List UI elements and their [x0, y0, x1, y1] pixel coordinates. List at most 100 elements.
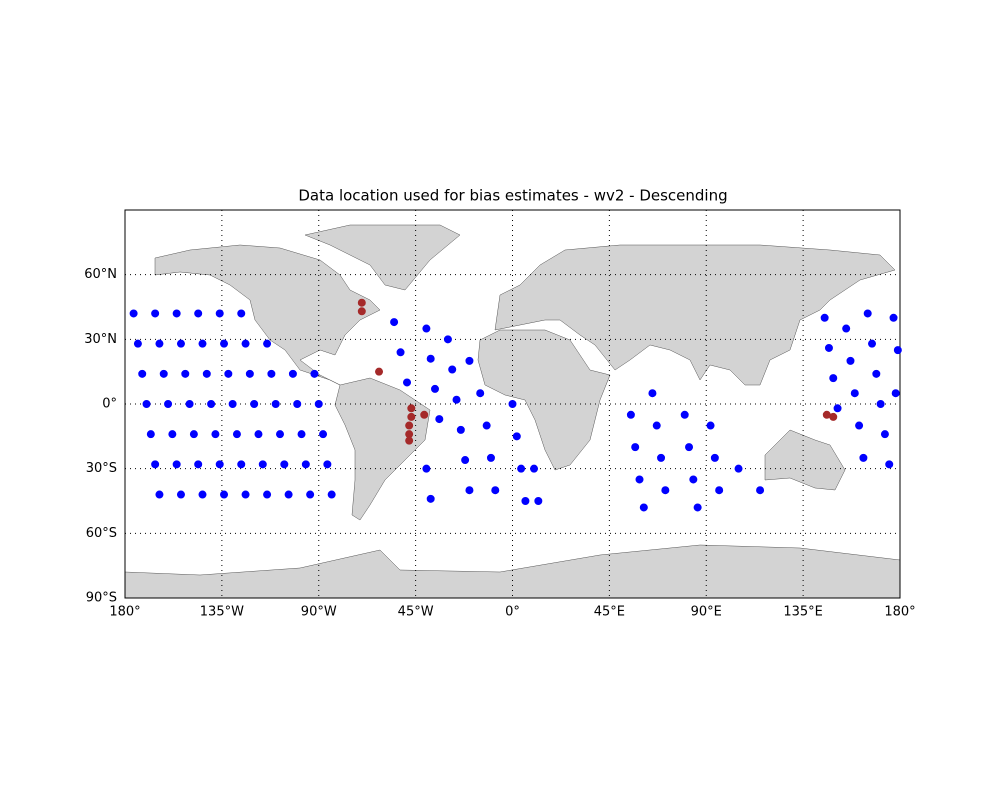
data-point — [181, 369, 190, 378]
land — [124, 224, 901, 599]
data-point — [885, 460, 894, 469]
data-point — [138, 369, 147, 378]
data-point — [657, 453, 666, 462]
data-point — [245, 369, 254, 378]
data-point — [426, 494, 435, 503]
data-point — [159, 369, 168, 378]
data-point — [863, 309, 872, 318]
data-point — [375, 367, 384, 376]
data-point — [176, 339, 185, 348]
y-tick-label: 30°N — [84, 332, 117, 347]
data-point — [228, 400, 237, 408]
data-point — [829, 374, 838, 383]
data-point — [172, 460, 181, 469]
australia — [764, 429, 846, 491]
data-point — [176, 490, 185, 499]
data-point — [129, 309, 138, 318]
data-point — [232, 430, 241, 439]
data-point — [306, 490, 315, 499]
x-tick-label: 90°W — [301, 605, 337, 620]
y-tick-label: 90°S — [86, 591, 117, 606]
data-point — [829, 412, 838, 421]
data-point — [846, 356, 855, 365]
data-point — [396, 348, 405, 357]
x-tick-label: 0° — [505, 605, 520, 620]
x-tick-label: 135°W — [200, 605, 244, 620]
data-point — [405, 430, 414, 439]
data-point — [293, 400, 302, 408]
data-point — [420, 410, 429, 419]
data-point — [189, 430, 198, 439]
data-point — [685, 443, 694, 452]
data-point — [482, 421, 491, 430]
data-point — [868, 339, 877, 348]
data-point — [426, 354, 435, 363]
data-point — [833, 404, 842, 413]
x-tick-label: 135°E — [783, 605, 823, 620]
data-point — [133, 339, 142, 348]
data-point — [215, 309, 224, 318]
data-point — [512, 432, 521, 441]
data-point — [357, 307, 366, 316]
greenland — [304, 224, 461, 291]
data-point — [280, 460, 289, 469]
data-point — [893, 346, 902, 355]
data-point — [202, 369, 211, 378]
data-point — [263, 490, 272, 499]
data-point — [403, 378, 412, 387]
data-point — [680, 410, 689, 419]
data-point — [661, 486, 670, 495]
data-point — [693, 503, 702, 512]
data-point — [237, 309, 246, 318]
data-point — [876, 400, 885, 408]
data-point — [710, 453, 719, 462]
data-point — [357, 298, 366, 307]
data-point — [891, 389, 900, 398]
data-point — [250, 400, 259, 408]
data-point — [271, 400, 280, 408]
data-point — [820, 313, 829, 322]
data-point — [172, 309, 181, 318]
data-point — [639, 503, 648, 512]
data-point — [254, 430, 263, 439]
data-point — [486, 453, 495, 462]
data-point — [880, 430, 889, 439]
data-point — [151, 460, 160, 469]
data-point — [198, 339, 207, 348]
data-point — [237, 460, 246, 469]
data-point — [842, 324, 851, 333]
data-point — [327, 490, 336, 499]
y-tick-label: 0° — [102, 397, 117, 412]
data-point — [465, 356, 474, 365]
data-point — [405, 421, 414, 430]
data-point — [530, 464, 539, 473]
data-point — [297, 430, 306, 439]
data-point — [220, 490, 229, 499]
data-point — [422, 324, 431, 333]
eurasia — [494, 244, 896, 386]
data-point — [151, 309, 160, 318]
south-america — [334, 377, 431, 521]
data-point — [168, 430, 177, 439]
data-point — [194, 460, 203, 469]
data-point — [146, 430, 155, 439]
data-point — [706, 421, 715, 430]
data-point — [241, 490, 250, 499]
data-point — [443, 335, 452, 344]
data-point — [301, 460, 310, 469]
data-point — [889, 313, 898, 322]
data-point — [859, 453, 868, 462]
data-point — [220, 339, 229, 348]
y-tick-label: 60°S — [86, 526, 117, 541]
data-point — [194, 309, 203, 318]
data-point — [756, 486, 765, 495]
data-point — [521, 497, 530, 505]
data-point — [310, 369, 319, 378]
data-point — [452, 395, 461, 404]
data-point — [431, 384, 439, 393]
data-point — [631, 443, 640, 452]
data-point — [407, 404, 416, 413]
data-point — [314, 400, 323, 408]
data-point — [855, 421, 864, 430]
